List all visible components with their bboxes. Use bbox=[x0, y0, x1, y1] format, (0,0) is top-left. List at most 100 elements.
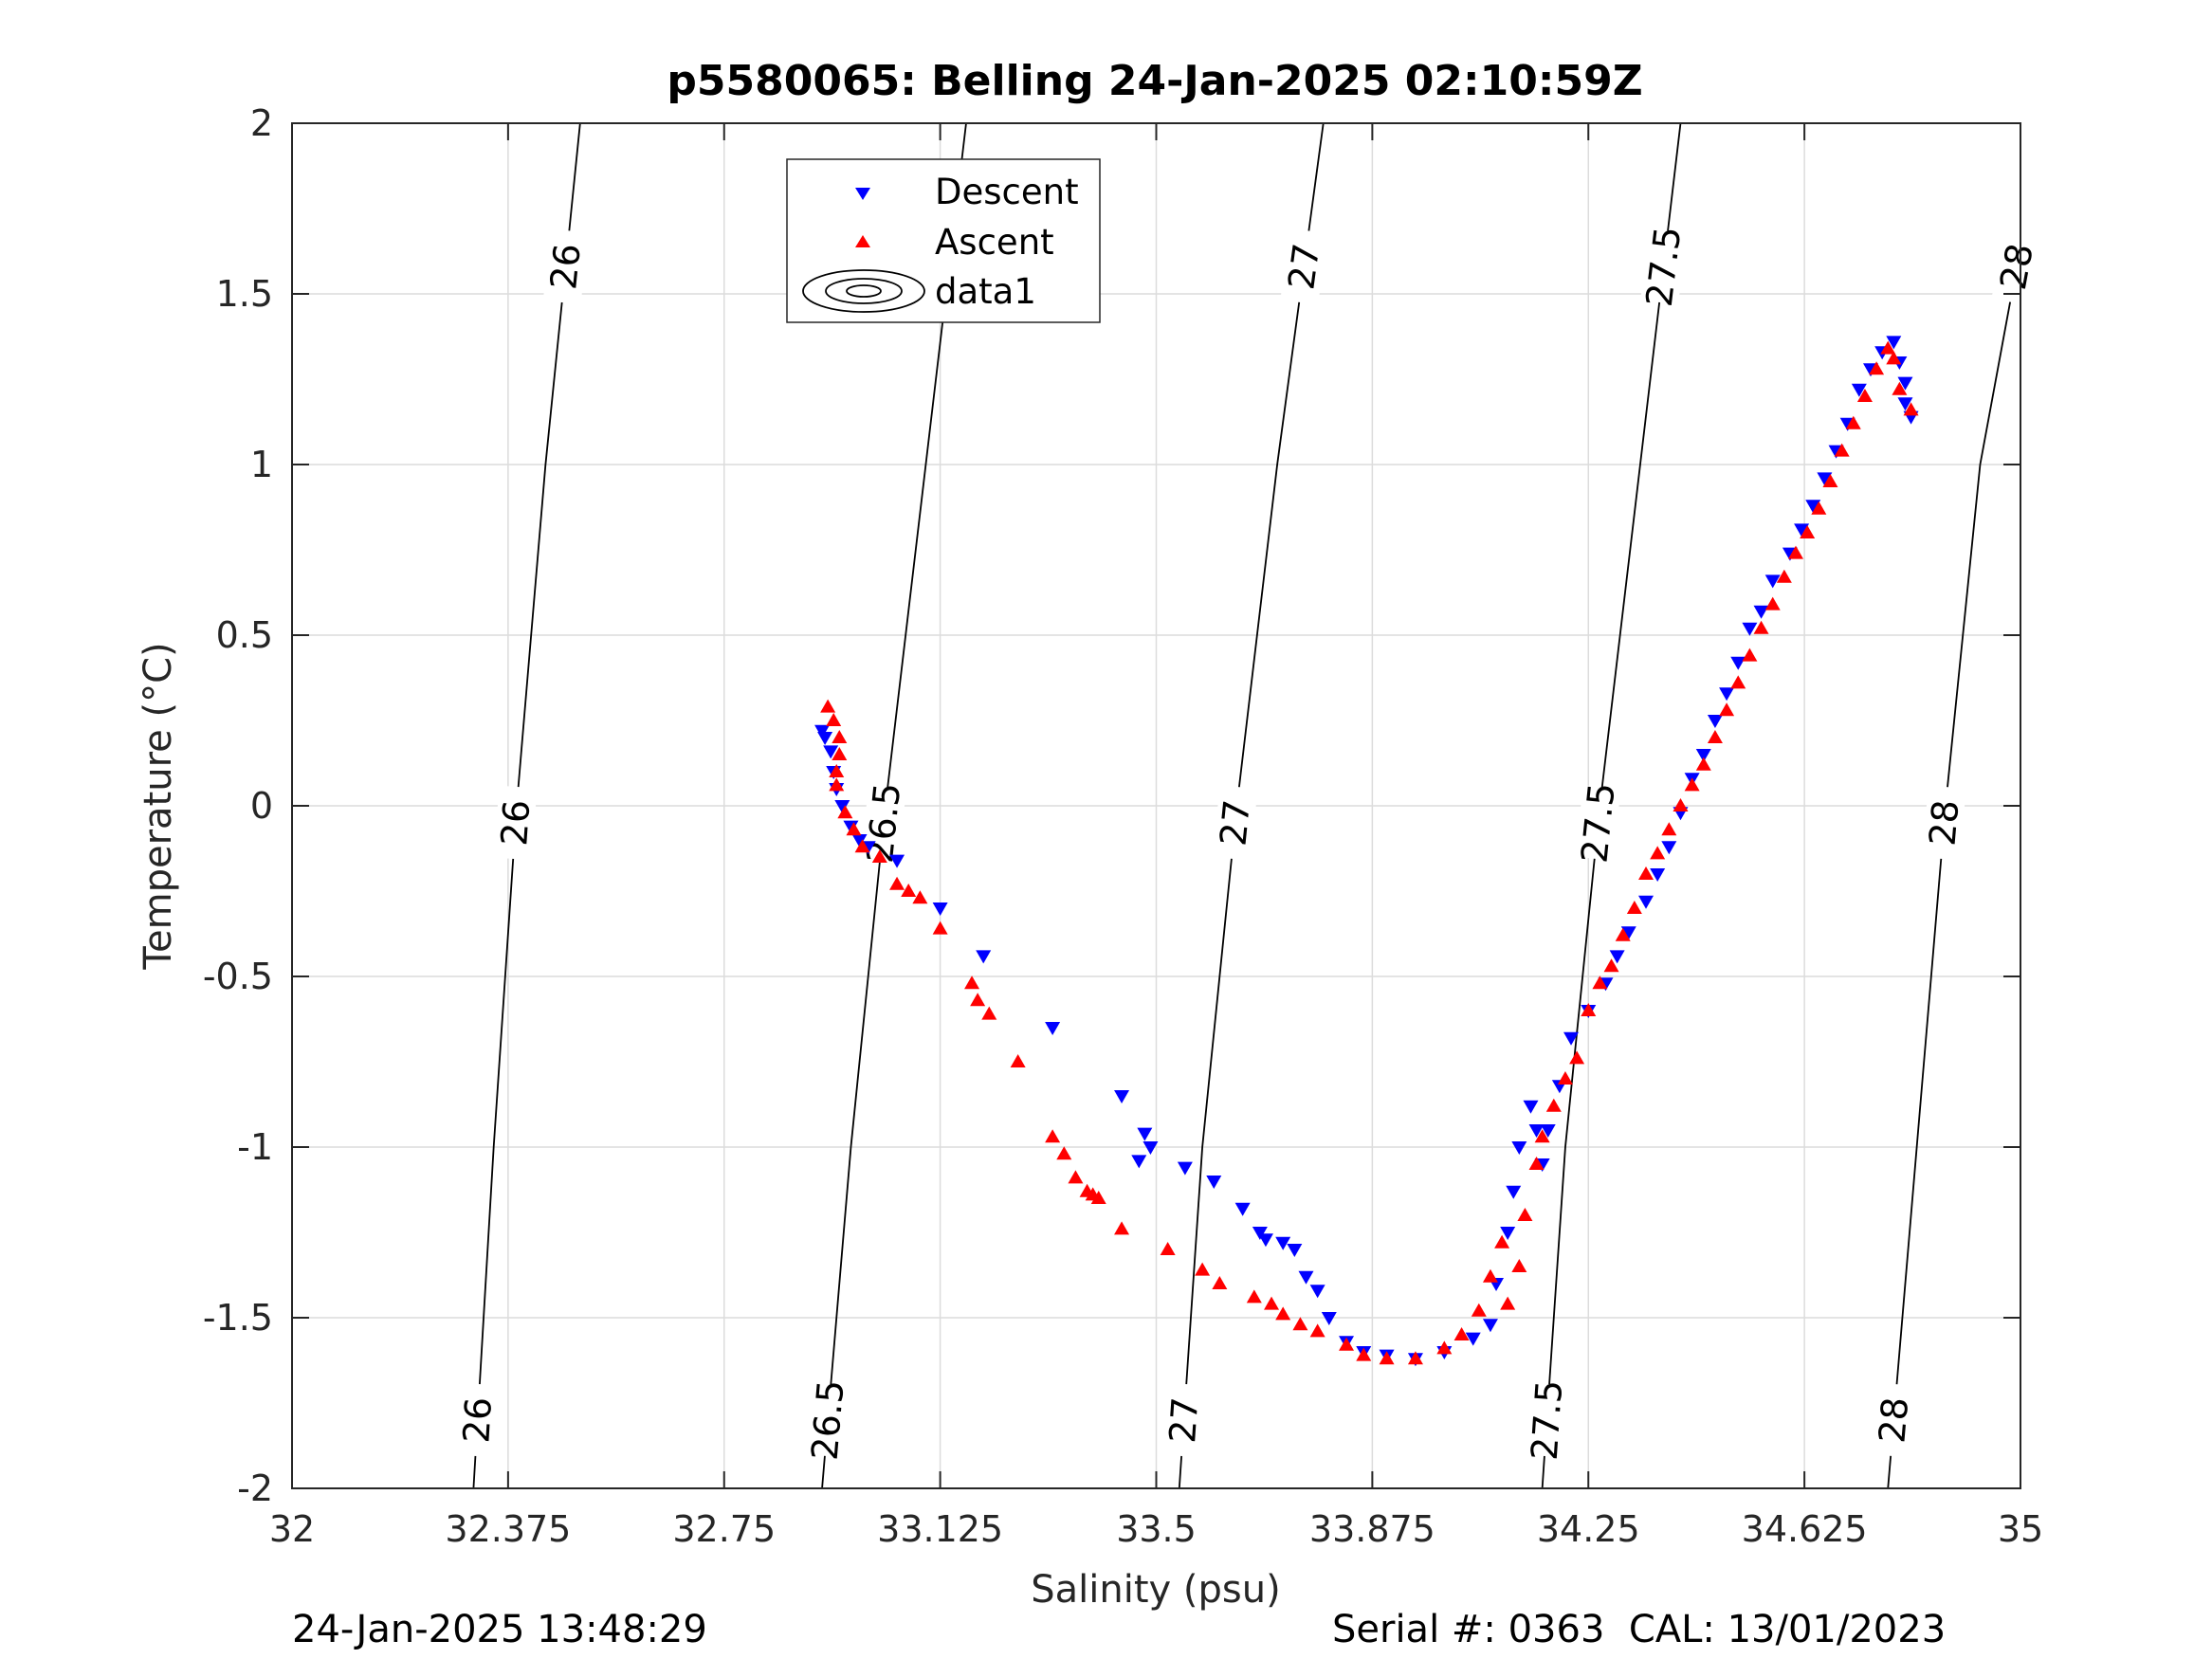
ascent-point bbox=[829, 777, 845, 792]
ascent-point bbox=[829, 764, 845, 777]
isopycnal-label-bg bbox=[456, 1382, 499, 1458]
isopycnal-line bbox=[1887, 246, 2021, 1489]
descent-point bbox=[1742, 622, 1758, 636]
descent-point bbox=[1309, 1285, 1325, 1299]
ascent-point bbox=[1275, 1306, 1291, 1321]
descent-point bbox=[1817, 472, 1833, 486]
y-tick-label: -1 bbox=[237, 1126, 273, 1168]
descent-point bbox=[1252, 1227, 1268, 1240]
isopycnal-label-bg bbox=[1991, 228, 2042, 306]
descent-point bbox=[834, 800, 850, 813]
descent-point bbox=[1897, 397, 1913, 411]
ascent-point bbox=[1626, 901, 1642, 914]
isopycnal-label-group: 27.5 bbox=[1638, 225, 1690, 309]
descent-point bbox=[1131, 1155, 1147, 1169]
descent-point bbox=[1794, 523, 1810, 538]
isopycnal-label: 27.5 bbox=[1638, 225, 1690, 309]
ascent-point bbox=[1719, 702, 1735, 717]
ascent-point bbox=[871, 849, 887, 863]
descent-point bbox=[976, 950, 992, 964]
descent-point bbox=[1523, 1100, 1539, 1114]
y-tick-label: -0.5 bbox=[203, 956, 273, 997]
y-tick-label: 1.5 bbox=[216, 273, 273, 315]
isopycnal-label: 28 bbox=[1922, 798, 1967, 848]
descent-point bbox=[1500, 1227, 1516, 1240]
y-tick-label: 1 bbox=[250, 444, 273, 485]
descent-point bbox=[1805, 500, 1821, 514]
ascent-point bbox=[854, 839, 870, 853]
ascent-point bbox=[1661, 822, 1677, 836]
descent-point bbox=[823, 745, 839, 759]
ascent-point bbox=[1811, 501, 1827, 515]
y-tick-label: 0.5 bbox=[216, 614, 273, 656]
isopycnal-label-group: 27 bbox=[1212, 785, 1258, 861]
descent-point bbox=[1482, 1319, 1498, 1333]
ascent-point bbox=[1822, 474, 1838, 487]
x-tick-label: 32 bbox=[269, 1508, 315, 1550]
ascent-point bbox=[1471, 1303, 1487, 1317]
isopycnal-label-bg bbox=[1280, 228, 1328, 305]
ascent-point bbox=[1845, 415, 1861, 429]
descent-point bbox=[1045, 1022, 1061, 1035]
ascent-point bbox=[1246, 1289, 1262, 1304]
isopycnal-label: 28 bbox=[1871, 1395, 1916, 1445]
ascent-point bbox=[970, 993, 986, 1007]
ascent-point bbox=[1557, 1071, 1573, 1085]
descent-point bbox=[1620, 926, 1636, 940]
legend-descent-marker bbox=[855, 188, 870, 200]
legend-ascent-marker bbox=[855, 235, 870, 247]
ascent-point bbox=[1684, 777, 1700, 792]
descent-point bbox=[1540, 1124, 1556, 1138]
descent-point bbox=[1563, 1031, 1580, 1046]
ascent-point bbox=[1886, 351, 1902, 365]
ascent-point bbox=[1592, 975, 1608, 990]
isopycnal-label-group: 27.5 bbox=[1573, 781, 1622, 866]
ascent-point bbox=[820, 699, 836, 713]
isopycnal-label: 28 bbox=[1992, 240, 2041, 293]
ascent-point bbox=[1742, 647, 1758, 662]
descent-point bbox=[1719, 687, 1735, 702]
isopycnal-label: 27 bbox=[1280, 241, 1327, 292]
ascent-point bbox=[1534, 1129, 1550, 1143]
ascent-point bbox=[1903, 402, 1919, 416]
ascent-point bbox=[1379, 1351, 1395, 1365]
isopycnal-label: 27 bbox=[1212, 798, 1258, 848]
ascent-point bbox=[1195, 1262, 1211, 1276]
isopycnal-label-bg bbox=[1922, 785, 1966, 861]
ascent-point bbox=[1569, 1050, 1585, 1065]
ascent-point bbox=[1581, 1003, 1597, 1016]
isopycnal-label-group: 28 bbox=[1871, 1382, 1916, 1458]
ascent-point bbox=[901, 884, 917, 897]
ascent-point bbox=[1264, 1296, 1280, 1310]
ascent-point bbox=[1615, 927, 1631, 941]
descent-point bbox=[932, 902, 948, 916]
isopycnal-label: 26 bbox=[542, 242, 589, 292]
y-tick-label: -2 bbox=[237, 1468, 273, 1509]
descent-point bbox=[1511, 1141, 1527, 1155]
ascent-point bbox=[1090, 1191, 1106, 1204]
grid bbox=[291, 122, 2021, 1489]
descent-point bbox=[1661, 841, 1677, 855]
ascent-point bbox=[1650, 846, 1666, 860]
ascent-point bbox=[832, 730, 848, 743]
ascent-point bbox=[1292, 1317, 1308, 1331]
ascent-point bbox=[1309, 1323, 1325, 1338]
isopycnal-label-bg bbox=[1575, 785, 1621, 861]
x-tick-label: 35 bbox=[1998, 1508, 2043, 1550]
ascent-point bbox=[1695, 757, 1711, 771]
isopycnal-label: 27.5 bbox=[1524, 1378, 1571, 1461]
legend-box bbox=[786, 158, 1101, 323]
descent-point bbox=[1707, 715, 1723, 728]
descent-point bbox=[1897, 376, 1913, 391]
ascent-point bbox=[1010, 1054, 1026, 1067]
descent-point bbox=[1275, 1236, 1291, 1250]
x-tick-label: 33.875 bbox=[1309, 1508, 1435, 1550]
ascent-point bbox=[932, 921, 948, 935]
descent-point bbox=[851, 834, 868, 848]
descent-point bbox=[1177, 1161, 1193, 1176]
ascent-point bbox=[1776, 569, 1792, 583]
descent-point bbox=[1298, 1270, 1314, 1285]
ascent-point bbox=[1339, 1337, 1355, 1351]
ascent-point bbox=[1356, 1347, 1372, 1361]
ascent-point bbox=[1407, 1351, 1423, 1365]
